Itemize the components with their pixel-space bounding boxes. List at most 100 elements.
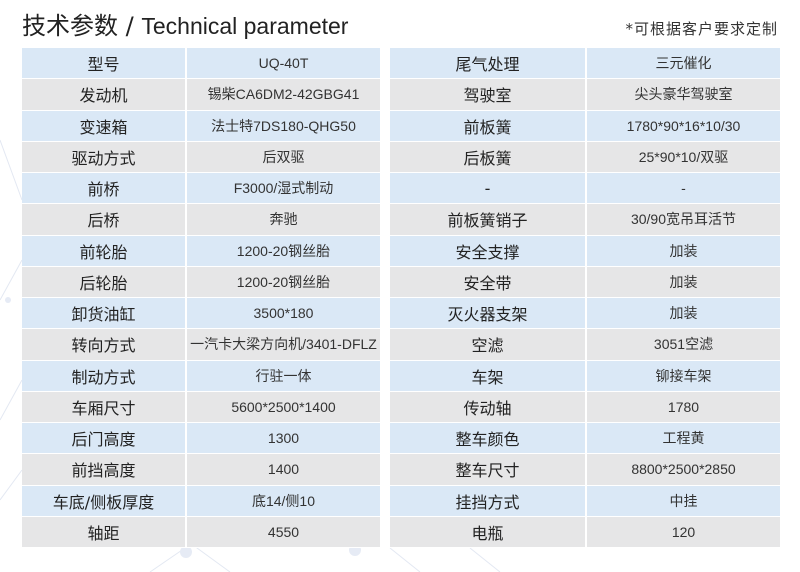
parameter-label: 车厢尺寸 (22, 391, 187, 423)
parameter-value: 工程黄 (587, 423, 780, 455)
table-row: 前板簧销子 30/90宽吊耳活节 (390, 204, 780, 236)
parameter-value: 1780*90*16*10/30 (587, 110, 780, 142)
parameter-value: 行驻一体 (187, 360, 380, 392)
parameter-value: 三元催化 (587, 48, 780, 80)
parameter-label: 前轮胎 (22, 235, 187, 267)
table-row: 空滤 3051空滤 (390, 329, 780, 361)
table-row: 轴距 4550 (22, 516, 380, 548)
table-row: 卸货油缸 3500*180 (22, 298, 380, 330)
parameter-value: 30/90宽吊耳活节 (587, 204, 780, 236)
parameter-value: 25*90*10/双驱 (587, 141, 780, 173)
parameter-label: 挂挡方式 (390, 485, 587, 517)
title-chinese: 技术参数 / (22, 12, 134, 40)
parameter-value: F3000/湿式制动 (187, 173, 380, 205)
parameter-label: 型号 (22, 48, 187, 80)
parameter-label: 整车尺寸 (390, 454, 587, 486)
parameter-value: 1400 (187, 454, 380, 486)
parameter-label: 后板簧 (390, 141, 587, 173)
parameter-label: 安全支撑 (390, 235, 587, 267)
table-row: 前挡高度 1400 (22, 454, 380, 486)
table-row: 车厢尺寸 5600*2500*1400 (22, 391, 380, 423)
parameter-label: 驾驶室 (390, 79, 587, 111)
parameter-label: 变速箱 (22, 110, 187, 142)
table-row: 变速箱 法士特7DS180-QHG50 (22, 110, 380, 142)
parameter-value: 底14/侧10 (187, 485, 380, 517)
parameter-label: 尾气处理 (390, 48, 587, 80)
parameter-value: 加装 (587, 298, 780, 330)
table-row: 灭火器支架 加装 (390, 298, 780, 330)
table-row: 驾驶室 尖头豪华驾驶室 (390, 79, 780, 111)
table-row: 车底/侧板厚度 底14/侧10 (22, 485, 380, 517)
table-row: 驱动方式 后双驱 (22, 141, 380, 173)
parameter-value: 1300 (187, 423, 380, 455)
table-row: 转向方式 一汽卡大梁方向机/3401-DFLZ (22, 329, 380, 361)
parameter-value: 1200-20钢丝胎 (187, 235, 380, 267)
parameter-label: - (390, 173, 587, 205)
table-row: 车架 铆接车架 (390, 360, 780, 392)
table-row: 尾气处理 三元催化 (390, 48, 780, 80)
parameter-label: 车底/侧板厚度 (22, 485, 187, 517)
table-row: 传动轴 1780 (390, 391, 780, 423)
parameter-label: 传动轴 (390, 391, 587, 423)
customization-note: *可根据客户要求定制 (625, 20, 778, 38)
table-row: 后板簧 25*90*10/双驱 (390, 141, 780, 173)
parameter-label: 驱动方式 (22, 141, 187, 173)
parameter-label: 后桥 (22, 204, 187, 236)
parameter-value: 铆接车架 (587, 360, 780, 392)
title-english: Technical parameter (141, 13, 349, 39)
parameter-value: 锡柴CA6DM2-42GBG41 (187, 79, 380, 111)
parameter-value: 1200-20钢丝胎 (187, 266, 380, 298)
table-row: -- (390, 173, 780, 205)
parameter-value: 尖头豪华驾驶室 (587, 79, 780, 111)
table-row: 后轮胎 1200-20钢丝胎 (22, 266, 380, 298)
parameter-label: 前挡高度 (22, 454, 187, 486)
parameter-label: 车架 (390, 360, 587, 392)
parameter-label: 安全带 (390, 266, 587, 298)
parameter-label: 前桥 (22, 173, 187, 205)
parameter-value: 3051空滤 (587, 329, 780, 361)
table-row: 制动方式 行驻一体 (22, 360, 380, 392)
table-row: 型号 UQ-40T (22, 48, 380, 80)
parameter-value: 奔驰 (187, 204, 380, 236)
parameter-label: 整车颜色 (390, 423, 587, 455)
table-row: 前板簧 1780*90*16*10/30 (390, 110, 780, 142)
parameter-label: 后门高度 (22, 423, 187, 455)
parameter-label: 灭火器支架 (390, 298, 587, 330)
parameter-label: 发动机 (22, 79, 187, 111)
parameter-label: 转向方式 (22, 329, 187, 361)
parameter-label: 制动方式 (22, 360, 187, 392)
parameter-value: 1780 (587, 391, 780, 423)
parameter-value: 120 (587, 516, 780, 548)
table-row: 挂挡方式 中挂 (390, 485, 780, 517)
parameter-value: 中挂 (587, 485, 780, 517)
table-row: 前桥 F3000/湿式制动 (22, 173, 380, 205)
table-row: 发动机 锡柴CA6DM2-42GBG41 (22, 79, 380, 111)
parameter-value: 加装 (587, 235, 780, 267)
parameter-value: 5600*2500*1400 (187, 391, 380, 423)
parameter-label: 后轮胎 (22, 266, 187, 298)
parameter-value: 加装 (587, 266, 780, 298)
parameter-label: 卸货油缸 (22, 298, 187, 330)
page-title: 技术参数 / Technical parameter (22, 6, 348, 41)
parameter-label: 轴距 (22, 516, 187, 548)
parameter-value: 8800*2500*2850 (587, 454, 780, 486)
parameter-label: 电瓶 (390, 516, 587, 548)
parameter-value: 一汽卡大梁方向机/3401-DFLZ (187, 329, 380, 361)
table-row: 后门高度 1300 (22, 423, 380, 455)
parameter-value: 4550 (187, 516, 380, 548)
parameter-label: 空滤 (390, 329, 587, 361)
parameter-table-right: 尾气处理 三元催化 驾驶室 尖头豪华驾驶室 前板簧 1780*90*16*10/30 后板簧… (390, 48, 780, 548)
table-row: 安全支撑 加装 (390, 235, 780, 267)
table-row: 整车尺寸 8800*2500*2850 (390, 454, 780, 486)
parameter-table-left: 型号 UQ-40T 发动机 锡柴CA6DM2-42GBG41 变速箱 法士特7DS180-… (22, 48, 380, 548)
parameter-value: 法士特7DS180-QHG50 (187, 110, 380, 142)
table-row: 安全带 加装 (390, 266, 780, 298)
parameter-label: 前板簧 (390, 110, 587, 142)
table-row: 电瓶 120 (390, 516, 780, 548)
table-row: 前轮胎 1200-20钢丝胎 (22, 235, 380, 267)
parameter-value: 3500*180 (187, 298, 380, 330)
parameter-value: 后双驱 (187, 141, 380, 173)
parameter-value: UQ-40T (187, 48, 380, 80)
parameter-label: 前板簧销子 (390, 204, 587, 236)
table-row: 后桥 奔驰 (22, 204, 380, 236)
